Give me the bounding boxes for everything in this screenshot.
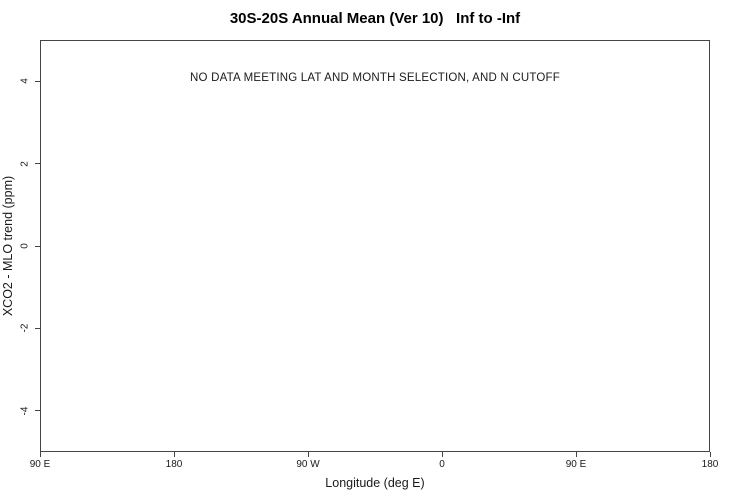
y-tick-label: -4 (19, 406, 31, 416)
x-tick-label: 180 (165, 459, 183, 470)
y-tick-label: 0 (19, 243, 31, 249)
y-tick-mark (35, 163, 40, 165)
y-tick-mark (35, 327, 40, 329)
x-tick-mark (39, 452, 41, 457)
y-tick-mark (35, 245, 40, 247)
plot-area (40, 40, 710, 452)
y-tick-mark (35, 80, 40, 82)
x-tick-mark (709, 452, 711, 457)
x-tick-mark (575, 452, 577, 457)
y-tick-mark (35, 410, 40, 412)
x-tick-label: 90 W (296, 459, 320, 470)
x-tick-label: 180 (701, 459, 719, 470)
y-tick-label: 2 (19, 160, 31, 167)
x-tick-mark (441, 452, 443, 457)
y-tick-label: 4 (19, 78, 31, 84)
y-axis-label: XCO2 - MLO trend (ppm) (1, 175, 15, 317)
x-tick-mark (173, 452, 175, 457)
x-axis-label: Longitude (deg E) (325, 476, 425, 490)
x-tick-label: 90 E (565, 459, 587, 470)
x-tick-mark (307, 452, 309, 457)
no-data-annotation: NO DATA MEETING LAT AND MONTH SELECTION,… (190, 72, 560, 84)
y-tick-label: -2 (19, 323, 31, 333)
chart-title: 30S-20S Annual Mean (Ver 10) Inf to -Inf (229, 10, 521, 27)
x-tick-label: 90 E (29, 459, 51, 470)
x-tick-label: 0 (439, 459, 445, 470)
